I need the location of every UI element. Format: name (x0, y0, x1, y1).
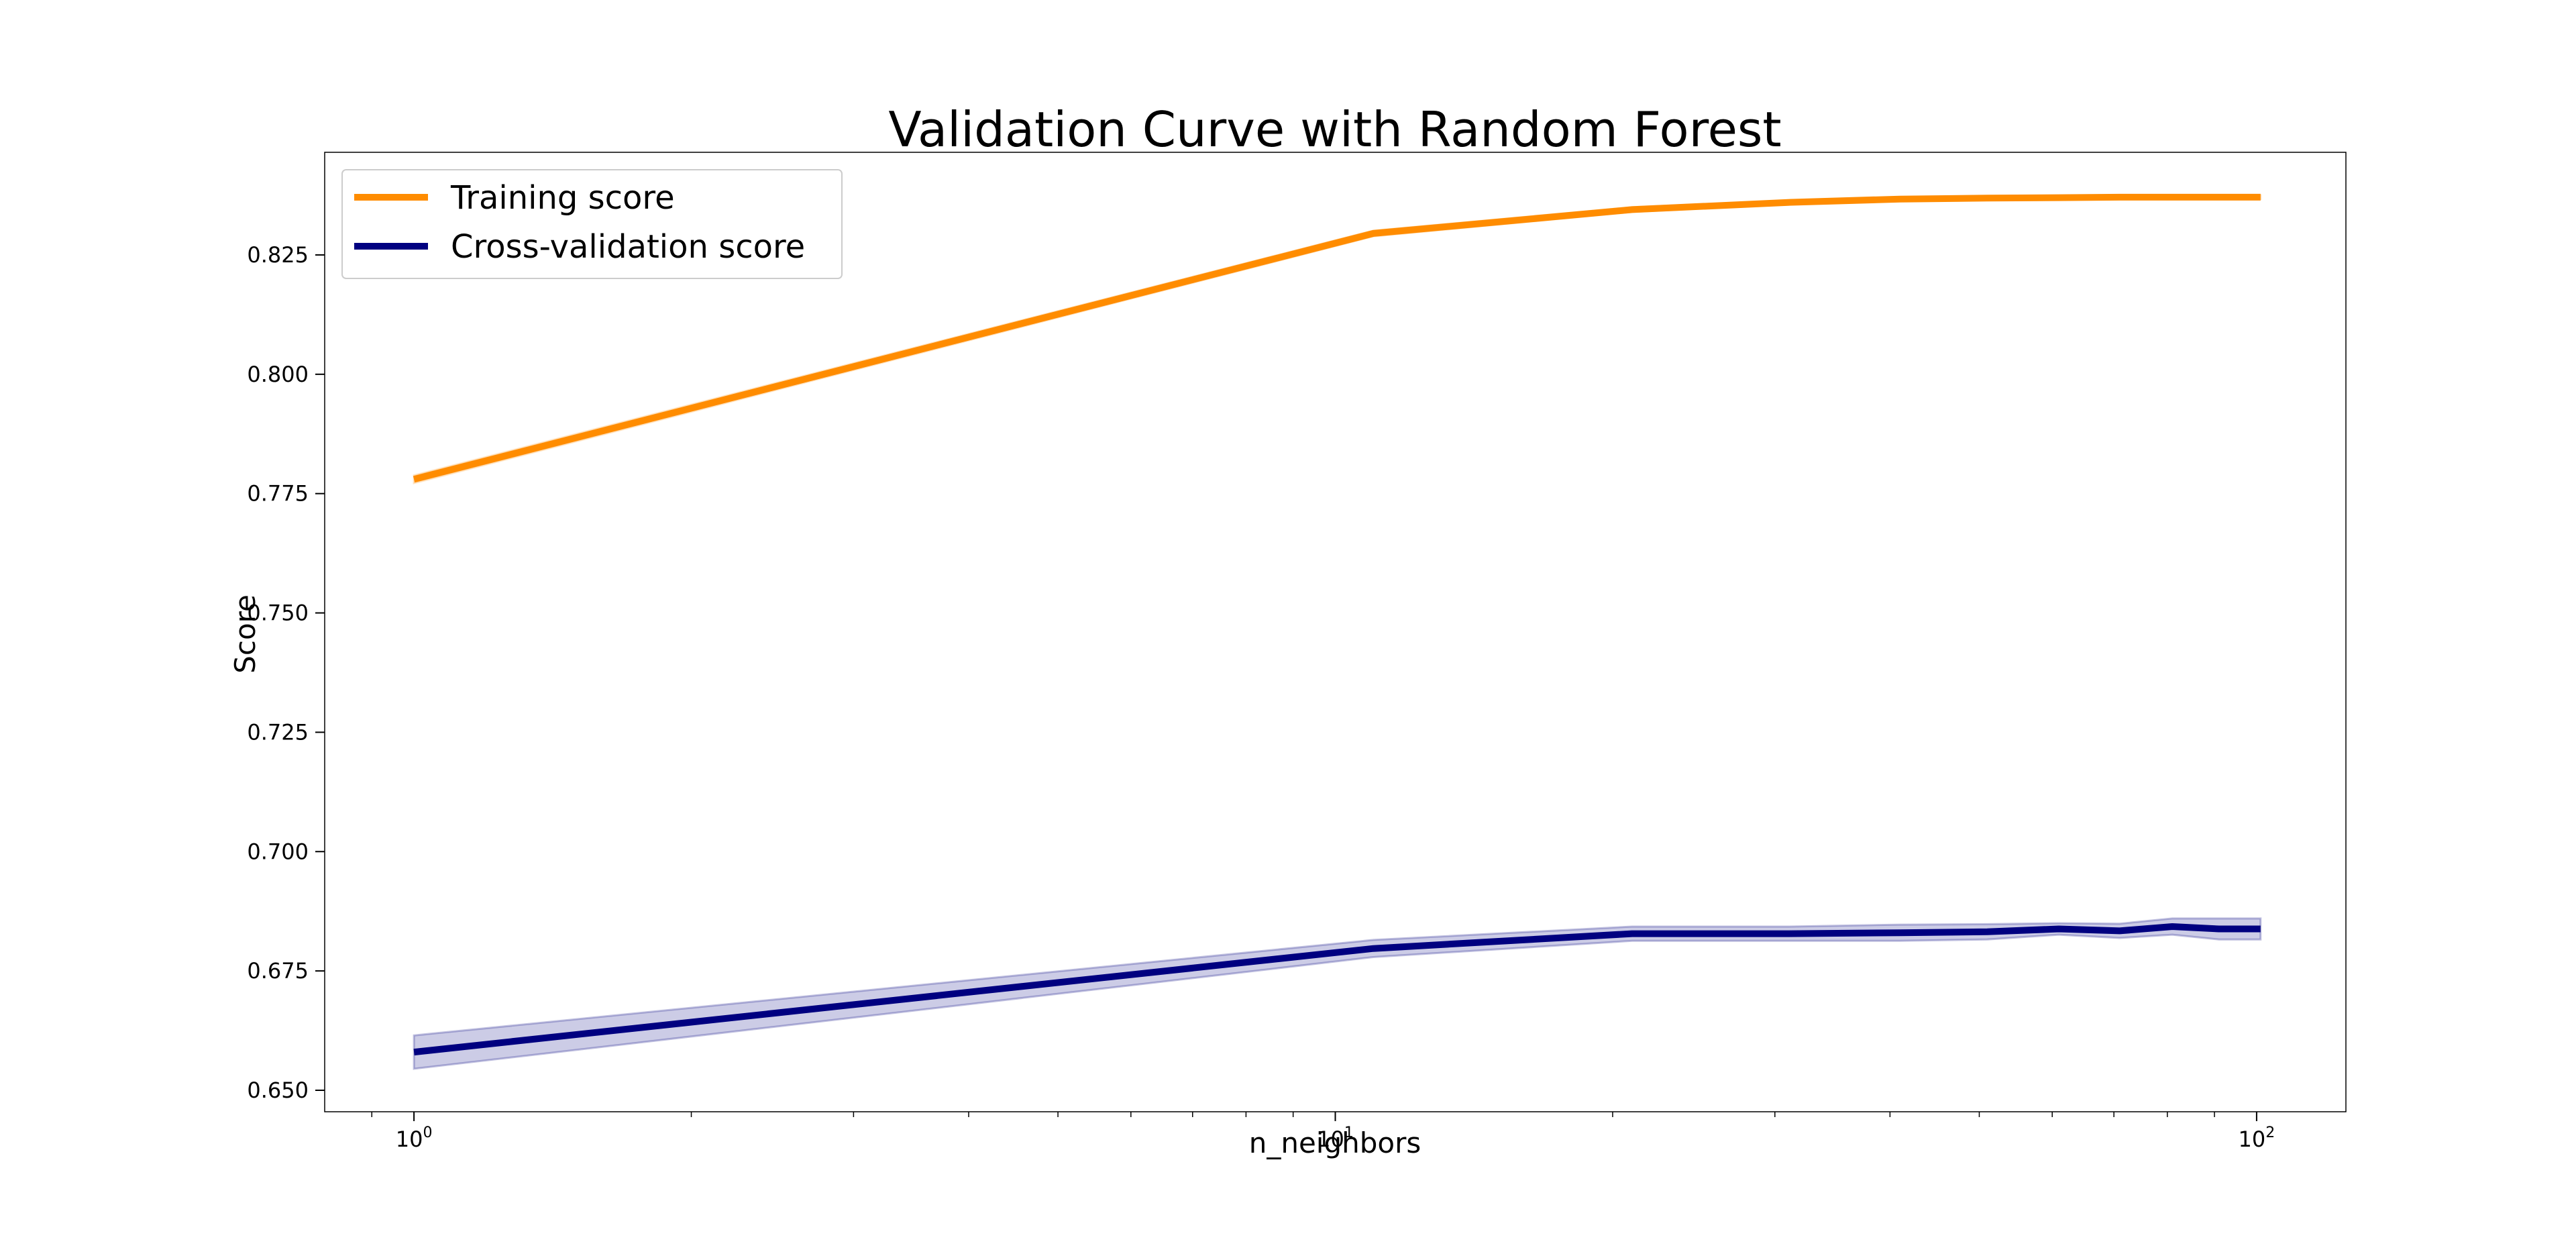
x-axis-label: n_neighbors (1249, 1127, 1421, 1159)
y-axis-label: Score (229, 594, 262, 674)
legend-label-1: Training score (450, 179, 675, 217)
plot-area (324, 152, 2347, 1112)
std-band-series-2 (413, 917, 2262, 1070)
legend-box (341, 169, 843, 279)
plot-frame (324, 152, 2347, 1112)
y-tick-label: 0.750 (247, 600, 309, 626)
series-lines (413, 193, 2261, 1056)
y-tick-label: 0.650 (247, 1078, 309, 1103)
y-axis-ticks: 0.650 0.675 0.700 0.725 0.750 0.775 0.800 0.825 (247, 242, 325, 1103)
y-tick-label: 0.800 (247, 362, 309, 387)
std-bands (413, 194, 2262, 1070)
y-tick-label: 0.825 (247, 242, 309, 268)
y-tick-label: 0.675 (247, 958, 309, 984)
x-tick-label: 102 (2239, 1124, 2275, 1152)
chart-title: Validation Curve with Random Forest (888, 101, 1781, 158)
y-tick-label: 0.725 (247, 719, 309, 745)
y-tick-label: 0.775 (247, 481, 309, 507)
legend: Training score Cross-validation score (341, 169, 843, 279)
legend-label-2: Cross-validation score (451, 228, 805, 266)
y-tick-label: 0.700 (247, 839, 309, 864)
x-axis-ticks: 100 101 102 (371, 1112, 2275, 1152)
x-tick-label: 101 (1317, 1124, 1354, 1152)
x-tick-label: 100 (396, 1124, 433, 1152)
series-line-1 (413, 193, 2261, 483)
series-line-2 (413, 923, 2261, 1056)
